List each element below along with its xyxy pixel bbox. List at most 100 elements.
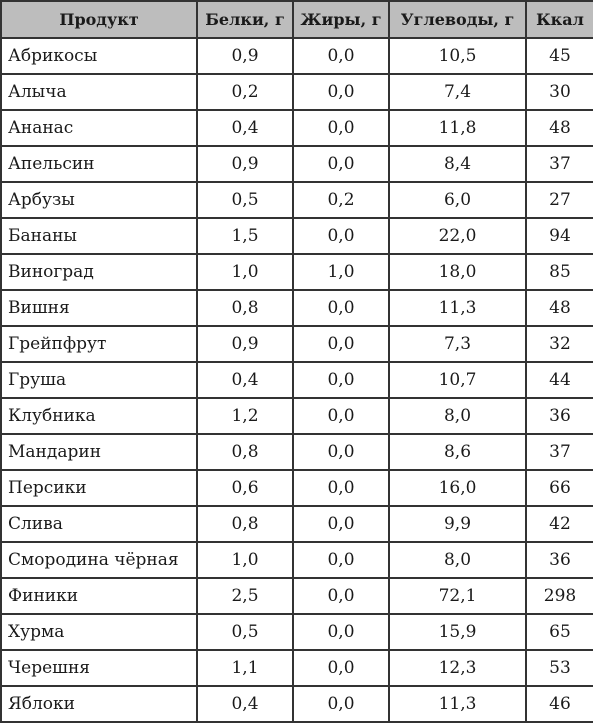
cell-protein: 0,8	[196, 289, 294, 327]
cell-fat: 0,0	[292, 289, 390, 327]
table-body: Абрикосы 0,9 0,0 10,5 45 Алыча 0,2 0,0 7,4 30 Анан…	[0, 37, 593, 723]
cell-protein: 1,5	[196, 217, 294, 255]
cell-product: Черешня	[0, 649, 198, 687]
cell-kcal: 94	[525, 217, 593, 255]
cell-kcal: 85	[525, 253, 593, 291]
cell-carbs: 11,3	[388, 289, 527, 327]
cell-product: Ананас	[0, 109, 198, 147]
cell-carbs: 11,8	[388, 109, 527, 147]
cell-carbs: 6,0	[388, 181, 527, 219]
cell-carbs: 18,0	[388, 253, 527, 291]
header-row: Продукт Белки, г Жиры, г Углеводы, г Кка…	[0, 0, 593, 39]
cell-product: Финики	[0, 577, 198, 615]
cell-carbs: 72,1	[388, 577, 527, 615]
cell-product: Бананы	[0, 217, 198, 255]
cell-product: Смородина чёрная	[0, 541, 198, 579]
cell-product: Апельсин	[0, 145, 198, 183]
cell-kcal: 44	[525, 361, 593, 399]
table-row: Яблоки 0,4 0,0 11,3 46	[0, 685, 593, 723]
cell-carbs: 11,3	[388, 685, 527, 723]
table-row: Грейпфрут 0,9 0,0 7,3 32	[0, 325, 593, 363]
cell-product: Слива	[0, 505, 198, 543]
cell-product: Яблоки	[0, 685, 198, 723]
cell-fat: 0,0	[292, 325, 390, 363]
cell-carbs: 8,6	[388, 433, 527, 471]
cell-kcal: 37	[525, 145, 593, 183]
header-product: Продукт	[0, 0, 198, 39]
table-row: Арбузы 0,5 0,2 6,0 27	[0, 181, 593, 219]
cell-carbs: 22,0	[388, 217, 527, 255]
header-carbs: Углеводы, г	[388, 0, 527, 39]
cell-kcal: 66	[525, 469, 593, 507]
table-row: Черешня 1,1 0,0 12,3 53	[0, 649, 593, 687]
cell-product: Абрикосы	[0, 37, 198, 75]
cell-kcal: 30	[525, 73, 593, 111]
cell-carbs: 10,5	[388, 37, 527, 75]
cell-kcal: 53	[525, 649, 593, 687]
table-row: Абрикосы 0,9 0,0 10,5 45	[0, 37, 593, 75]
cell-kcal: 36	[525, 541, 593, 579]
cell-fat: 0,0	[292, 541, 390, 579]
cell-fat: 0,0	[292, 361, 390, 399]
cell-protein: 1,0	[196, 253, 294, 291]
cell-fat: 0,0	[292, 613, 390, 651]
table-row: Хурма 0,5 0,0 15,9 65	[0, 613, 593, 651]
cell-fat: 0,0	[292, 505, 390, 543]
table-row: Груша 0,4 0,0 10,7 44	[0, 361, 593, 399]
cell-product: Алыча	[0, 73, 198, 111]
cell-product: Клубника	[0, 397, 198, 435]
cell-protein: 0,8	[196, 505, 294, 543]
cell-product: Хурма	[0, 613, 198, 651]
header-kcal: Ккал	[525, 0, 593, 39]
cell-carbs: 7,3	[388, 325, 527, 363]
cell-protein: 0,5	[196, 181, 294, 219]
header-protein: Белки, г	[196, 0, 294, 39]
table-row: Смородина чёрная 1,0 0,0 8,0 36	[0, 541, 593, 579]
cell-carbs: 12,3	[388, 649, 527, 687]
table-row: Виноград 1,0 1,0 18,0 85	[0, 253, 593, 291]
cell-product: Груша	[0, 361, 198, 399]
cell-fat: 0,0	[292, 109, 390, 147]
cell-carbs: 7,4	[388, 73, 527, 111]
cell-protein: 0,4	[196, 109, 294, 147]
cell-kcal: 36	[525, 397, 593, 435]
table-row: Финики 2,5 0,0 72,1 298	[0, 577, 593, 615]
cell-protein: 0,6	[196, 469, 294, 507]
cell-kcal: 27	[525, 181, 593, 219]
cell-carbs: 8,0	[388, 541, 527, 579]
cell-product: Грейпфрут	[0, 325, 198, 363]
cell-protein: 1,1	[196, 649, 294, 687]
cell-product: Вишня	[0, 289, 198, 327]
table-row: Бананы 1,5 0,0 22,0 94	[0, 217, 593, 255]
cell-product: Арбузы	[0, 181, 198, 219]
cell-kcal: 32	[525, 325, 593, 363]
cell-protein: 0,9	[196, 145, 294, 183]
header-fat: Жиры, г	[292, 0, 390, 39]
cell-product: Виноград	[0, 253, 198, 291]
cell-fat: 0,0	[292, 73, 390, 111]
cell-fat: 0,0	[292, 145, 390, 183]
cell-protein: 1,0	[196, 541, 294, 579]
cell-fat: 1,0	[292, 253, 390, 291]
cell-kcal: 45	[525, 37, 593, 75]
table-row: Вишня 0,8 0,0 11,3 48	[0, 289, 593, 327]
cell-protein: 0,8	[196, 433, 294, 471]
cell-product: Мандарин	[0, 433, 198, 471]
table-row: Ананас 0,4 0,0 11,8 48	[0, 109, 593, 147]
cell-fat: 0,0	[292, 649, 390, 687]
cell-kcal: 298	[525, 577, 593, 615]
cell-carbs: 8,4	[388, 145, 527, 183]
cell-kcal: 37	[525, 433, 593, 471]
cell-carbs: 9,9	[388, 505, 527, 543]
cell-fat: 0,0	[292, 37, 390, 75]
cell-protein: 0,9	[196, 37, 294, 75]
cell-fat: 0,2	[292, 181, 390, 219]
table-header: Продукт Белки, г Жиры, г Углеводы, г Кка…	[0, 0, 593, 39]
cell-protein: 2,5	[196, 577, 294, 615]
cell-carbs: 8,0	[388, 397, 527, 435]
cell-protein: 0,2	[196, 73, 294, 111]
cell-carbs: 16,0	[388, 469, 527, 507]
cell-protein: 0,5	[196, 613, 294, 651]
cell-carbs: 15,9	[388, 613, 527, 651]
cell-fat: 0,0	[292, 577, 390, 615]
